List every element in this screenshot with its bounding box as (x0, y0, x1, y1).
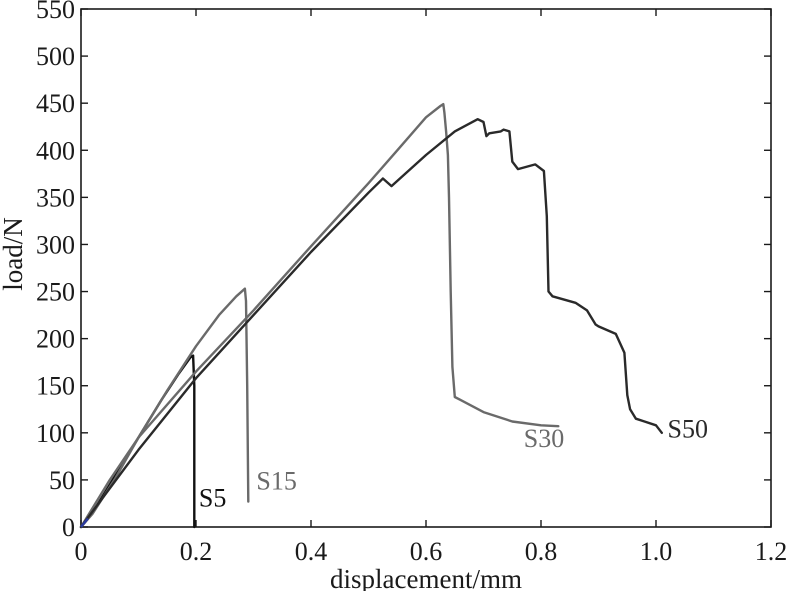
x-axis-title: displacement/mm (330, 564, 522, 591)
y-tick-label: 400 (36, 136, 75, 165)
y-tick-label: 0 (62, 513, 75, 542)
y-tick-label: 300 (36, 230, 75, 259)
series-line-s50 (79, 117, 663, 529)
series-label-s5: S5 (199, 483, 226, 512)
y-tick-label: 450 (36, 89, 75, 118)
x-tick-label: 0 (75, 537, 88, 566)
x-tick-label: 0.6 (410, 537, 443, 566)
series-lines (79, 102, 663, 529)
origin-mark (80, 517, 89, 528)
y-tick-label: 550 (36, 0, 75, 24)
x-tick-label: 1.2 (755, 537, 788, 566)
y-tick-label: 50 (49, 466, 75, 495)
y-axis-ticks: 0 50 100 150 200 250 300 350 400 450 500 550 (36, 0, 771, 542)
y-tick-label: 150 (36, 372, 75, 401)
series-label-s30: S30 (524, 424, 564, 453)
y-axis-title: load/N (0, 217, 28, 291)
y-tick-label: 100 (36, 419, 75, 448)
y-tick-label: 500 (36, 42, 75, 71)
plot-frame (80, 8, 772, 528)
x-tick-label: 0.2 (180, 537, 213, 566)
series-label-s15: S15 (256, 466, 296, 495)
y-tick-label: 350 (36, 183, 75, 212)
x-axis-ticks: 0 0.2 0.4 0.6 0.8 1.0 1.2 (75, 9, 788, 566)
series-labels: S5 S15 S30 S50 (199, 415, 708, 513)
plot-border (80, 8, 772, 528)
series-line-s30 (79, 102, 560, 529)
x-tick-label: 0.8 (525, 537, 558, 566)
x-tick-label: 0.4 (295, 537, 328, 566)
y-tick-label: 250 (36, 278, 75, 307)
x-tick-label: 1.0 (640, 537, 673, 566)
series-label-s50: S50 (668, 415, 708, 444)
y-tick-label: 200 (36, 325, 75, 354)
